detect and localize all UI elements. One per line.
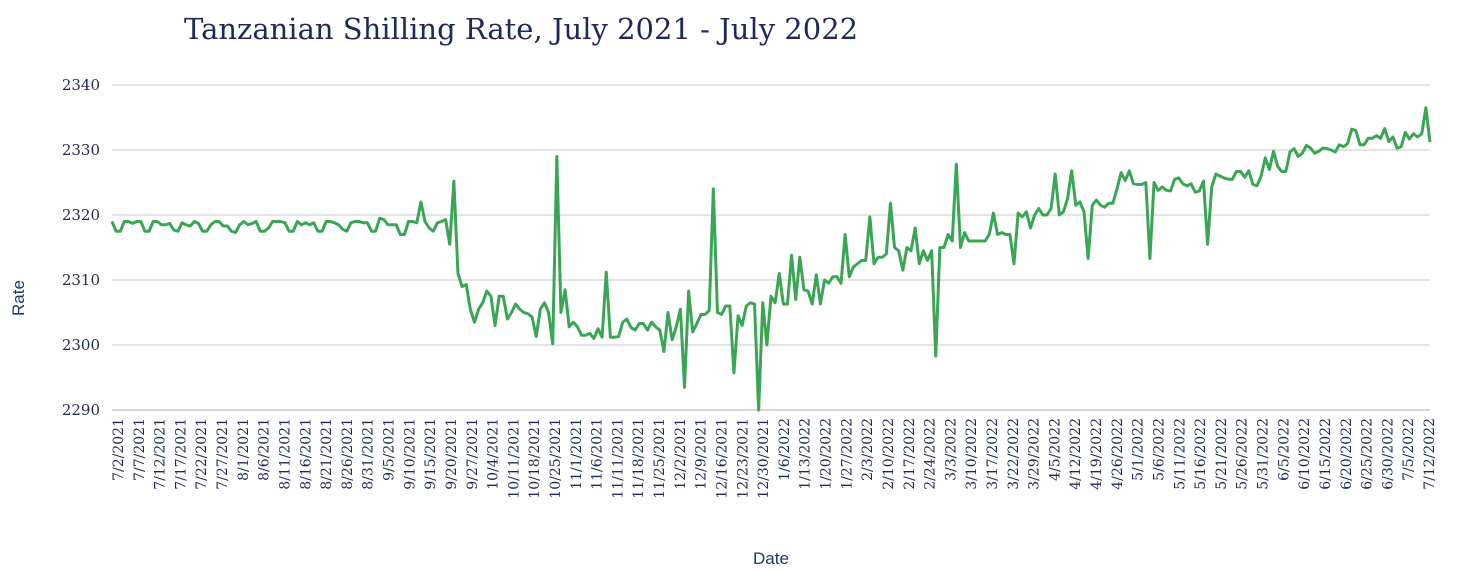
- y-tick-label: 2290: [62, 401, 100, 419]
- x-tick-label: 6/25/2022: [1360, 418, 1376, 490]
- x-tick-label: 5/11/2022: [1172, 418, 1188, 490]
- x-tick-label: 8/11/2021: [277, 418, 293, 490]
- x-tick-label: 3/3/2022: [943, 418, 959, 481]
- x-tick-label: 10/25/2021: [548, 418, 564, 499]
- x-tick-label: 5/31/2022: [1256, 418, 1272, 490]
- x-tick-label: 5/16/2022: [1193, 418, 1209, 490]
- x-tick-label: 5/1/2022: [1131, 418, 1147, 481]
- x-tick-label: 7/22/2021: [194, 418, 210, 490]
- x-tick-label: 7/7/2021: [132, 418, 148, 481]
- x-tick-label: 2/3/2022: [860, 418, 876, 481]
- y-tick-label: 2340: [62, 76, 100, 94]
- x-tick-label: 2/17/2022: [902, 418, 918, 490]
- x-tick-label: 12/30/2021: [756, 418, 772, 499]
- x-tick-label: 4/26/2022: [1110, 418, 1126, 490]
- x-tick-label: 6/5/2022: [1276, 418, 1292, 481]
- x-tick-label: 8/16/2021: [298, 418, 314, 490]
- x-tick-label: 12/2/2021: [673, 418, 689, 490]
- x-tick-label: 11/25/2021: [652, 418, 668, 499]
- x-tick-label: 4/19/2022: [1089, 418, 1105, 490]
- x-tick-labels: 7/2/2021 7/7/2021 7/12/2021 7/17/2021 7/22/2…: [111, 418, 1438, 499]
- x-tick-label: 10/11/2021: [506, 418, 522, 499]
- x-tick-label: 7/5/2022: [1401, 418, 1417, 481]
- x-tick-label: 1/6/2022: [777, 418, 793, 481]
- y-tick-label: 2330: [62, 141, 100, 159]
- x-tick-label: 5/21/2022: [1214, 418, 1230, 490]
- x-tick-label: 9/15/2021: [423, 418, 439, 490]
- x-tick-label: 6/30/2022: [1380, 418, 1396, 490]
- x-tick-label: 11/6/2021: [590, 418, 606, 490]
- x-tick-label: 4/5/2022: [1047, 418, 1063, 481]
- x-tick-label: 12/16/2021: [714, 418, 730, 499]
- x-tick-label: 7/12/2022: [1422, 418, 1438, 490]
- x-axis-label: Date: [753, 549, 789, 568]
- x-tick-label: 9/5/2021: [382, 418, 398, 481]
- x-tick-label: 7/12/2021: [153, 418, 169, 490]
- x-tick-label: 10/4/2021: [486, 418, 502, 490]
- x-tick-label: 1/20/2022: [819, 418, 835, 490]
- x-tick-label: 8/6/2021: [257, 418, 273, 481]
- x-tick-label: 9/20/2021: [444, 418, 460, 490]
- series-line: [110, 106, 1432, 412]
- x-tick-label: 3/10/2022: [964, 418, 980, 490]
- x-tick-label: 10/18/2021: [527, 418, 543, 499]
- x-tick-label: 3/29/2022: [1027, 418, 1043, 490]
- x-tick-label: 11/18/2021: [631, 418, 647, 499]
- chart-title: Tanzanian Shilling Rate, July 2021 - Jul…: [184, 12, 859, 46]
- x-tick-label: 8/31/2021: [361, 418, 377, 490]
- y-tick-label: 2320: [62, 206, 100, 224]
- x-tick-label: 7/27/2021: [215, 418, 231, 490]
- x-tick-label: 5/6/2022: [1151, 418, 1167, 481]
- x-tick-label: 2/10/2022: [881, 418, 897, 490]
- x-tick-label: 12/23/2021: [735, 418, 751, 499]
- x-tick-label: 6/10/2022: [1297, 418, 1313, 490]
- x-tick-label: 8/21/2021: [319, 418, 335, 490]
- x-tick-label: 9/10/2021: [402, 418, 418, 490]
- y-tick-labels: 2290 2300 2310 2320 2330 2340: [62, 76, 100, 419]
- gridlines: [112, 84, 1430, 411]
- x-tick-label: 5/26/2022: [1235, 418, 1251, 490]
- x-tick-label: 7/17/2021: [173, 418, 189, 490]
- x-tick-label: 1/13/2022: [798, 418, 814, 490]
- x-tick-label: 2/24/2022: [923, 418, 939, 490]
- series-group: [110, 106, 1432, 412]
- x-tick-label: 11/11/2021: [610, 418, 626, 499]
- x-tick-label: 8/1/2021: [236, 418, 252, 481]
- y-tick-label: 2310: [62, 271, 100, 289]
- x-tick-label: 12/9/2021: [694, 418, 710, 490]
- x-tick-label: 6/20/2022: [1339, 418, 1355, 490]
- x-tick-label: 3/22/2022: [1006, 418, 1022, 490]
- x-tick-label: 11/1/2021: [569, 418, 585, 490]
- x-tick-label: 8/26/2021: [340, 418, 356, 490]
- y-axis-label: Rate: [9, 280, 28, 316]
- x-tick-label: 3/17/2022: [985, 418, 1001, 490]
- x-tick-label: 9/27/2021: [465, 418, 481, 490]
- x-tick-label: 1/27/2022: [839, 418, 855, 490]
- x-tick-label: 6/15/2022: [1318, 418, 1334, 490]
- y-tick-label: 2300: [62, 336, 100, 354]
- x-tick-label: 7/2/2021: [111, 418, 127, 481]
- x-tick-label: 4/12/2022: [1068, 418, 1084, 490]
